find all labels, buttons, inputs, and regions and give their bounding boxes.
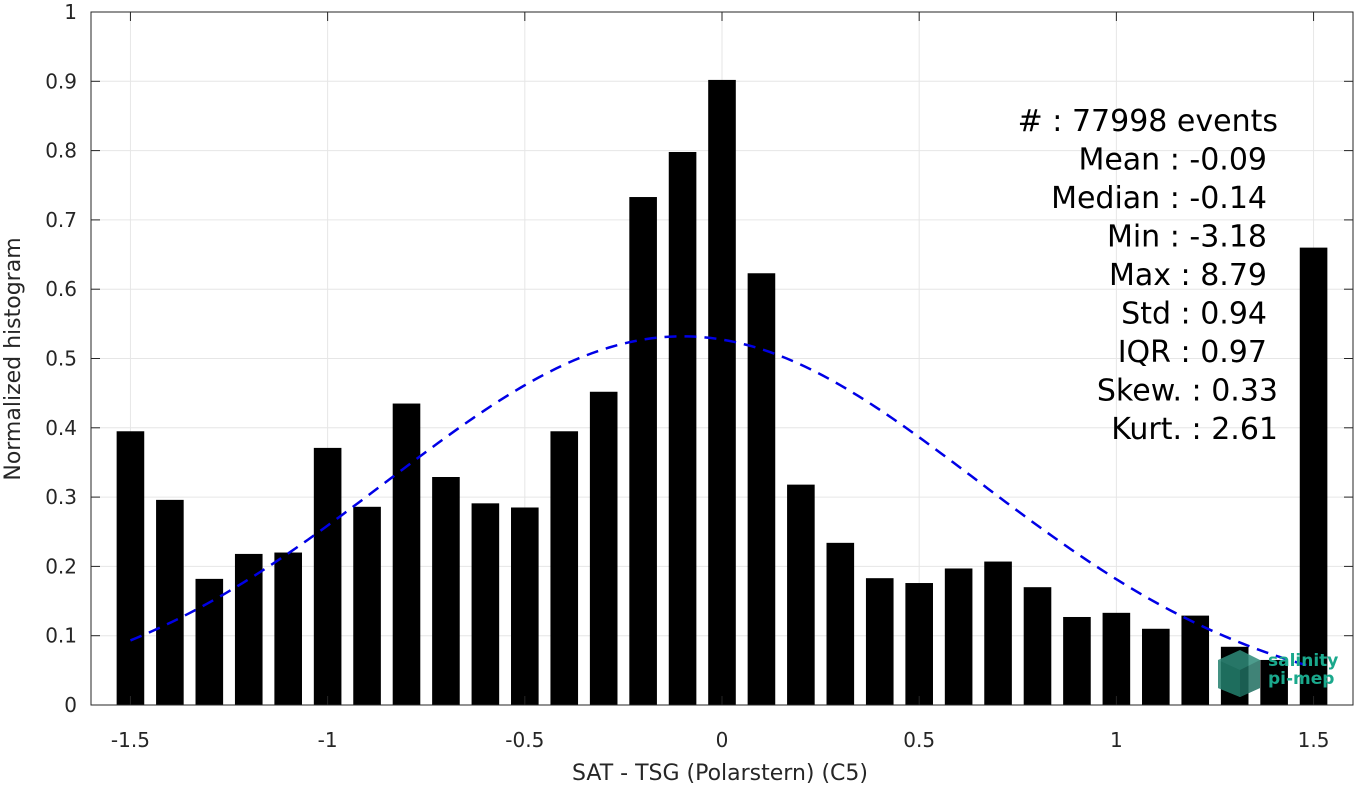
x-axis-ticks: -1.5 -1 -0.5 0 0.5 1 1.5 bbox=[111, 12, 1330, 752]
x-tick-label: 0.5 bbox=[903, 728, 935, 752]
stat-annotation: Min : -3.18 bbox=[1107, 220, 1267, 255]
histogram-bar bbox=[116, 431, 145, 705]
stat-annotation: IQR : 0.97 bbox=[1118, 335, 1267, 370]
y-tick-label: 0.4 bbox=[45, 416, 77, 440]
histogram-bar bbox=[274, 552, 302, 705]
bar-series bbox=[116, 79, 1328, 706]
y-axis-ticks: 0 0.1 0.2 0.3 0.4 0.5 0.6 0.7 0.8 0.9 1 bbox=[45, 0, 1353, 717]
y-tick-label: 1 bbox=[64, 0, 77, 24]
histogram-bar bbox=[550, 431, 579, 705]
histogram-bar bbox=[589, 391, 618, 705]
histogram-bar bbox=[629, 197, 657, 705]
histogram-bar bbox=[1181, 615, 1210, 705]
y-tick-label: 0.8 bbox=[45, 139, 77, 163]
y-tick-label: 0.7 bbox=[45, 208, 77, 232]
x-tick-label: 0 bbox=[716, 728, 729, 752]
stat-annotation: Mean : -0.09 bbox=[1078, 143, 1267, 178]
y-tick-label: 0.9 bbox=[45, 69, 77, 93]
histogram-bar bbox=[471, 503, 500, 705]
histogram-bar bbox=[944, 568, 973, 705]
fit-curve bbox=[129, 335, 1314, 669]
stat-annotation: Skew. : 0.33 bbox=[1097, 374, 1278, 409]
histogram-bar bbox=[1102, 612, 1131, 705]
histogram-bar bbox=[1260, 659, 1288, 705]
histogram-bar bbox=[353, 506, 381, 705]
cube-logo-icon bbox=[1218, 650, 1260, 697]
x-tick-label: 1.5 bbox=[1298, 728, 1330, 752]
histogram-bar bbox=[432, 477, 460, 705]
histogram-bar bbox=[747, 273, 776, 705]
stat-annotation: Kurt. : 2.61 bbox=[1111, 412, 1278, 447]
histogram-bar bbox=[1142, 628, 1170, 705]
histogram-bar bbox=[826, 542, 855, 705]
histogram-bar bbox=[865, 578, 894, 705]
y-tick-label: 0.1 bbox=[45, 624, 77, 648]
x-tick-label: -0.5 bbox=[505, 728, 544, 752]
x-tick-label: -1.5 bbox=[111, 728, 150, 752]
histogram-bar bbox=[195, 578, 224, 705]
histogram-bar bbox=[1023, 587, 1052, 705]
histogram-bar bbox=[156, 499, 184, 705]
histogram-bar bbox=[313, 447, 342, 705]
histogram-bar bbox=[1299, 247, 1328, 705]
histogram-bar bbox=[511, 507, 539, 705]
histogram-bar bbox=[1063, 616, 1091, 705]
histogram-bar bbox=[234, 553, 263, 705]
salinity-pimep-logo: salinity pi-mep bbox=[1218, 650, 1338, 697]
histogram-bar bbox=[905, 583, 933, 705]
logo-text-line2: pi-mep bbox=[1268, 669, 1334, 689]
histogram-bar bbox=[668, 151, 697, 706]
histogram-bar bbox=[787, 484, 815, 705]
logo-text-line1: salinity bbox=[1268, 651, 1338, 671]
histogram-bar bbox=[984, 561, 1012, 705]
y-tick-label: 0.5 bbox=[45, 347, 77, 371]
stat-annotation: Median : -0.14 bbox=[1051, 181, 1267, 216]
histogram-bar bbox=[708, 79, 736, 705]
x-axis-label: SAT - TSG (Polarstern) (C5) bbox=[572, 761, 868, 785]
y-tick-label: 0 bbox=[64, 693, 77, 717]
stat-annotation: # : 77998 events bbox=[1018, 104, 1278, 139]
y-tick-label: 0.2 bbox=[45, 554, 77, 578]
y-axis-label: Normalized histogram bbox=[1, 237, 26, 480]
y-tick-label: 0.3 bbox=[45, 485, 77, 509]
stat-annotation: Max : 8.79 bbox=[1109, 258, 1267, 293]
stat-annotation: Std : 0.94 bbox=[1121, 297, 1267, 332]
x-tick-label: -1 bbox=[318, 728, 338, 752]
y-tick-label: 0.6 bbox=[45, 277, 77, 301]
x-tick-label: 1 bbox=[1110, 728, 1123, 752]
histogram-bar bbox=[392, 403, 421, 705]
